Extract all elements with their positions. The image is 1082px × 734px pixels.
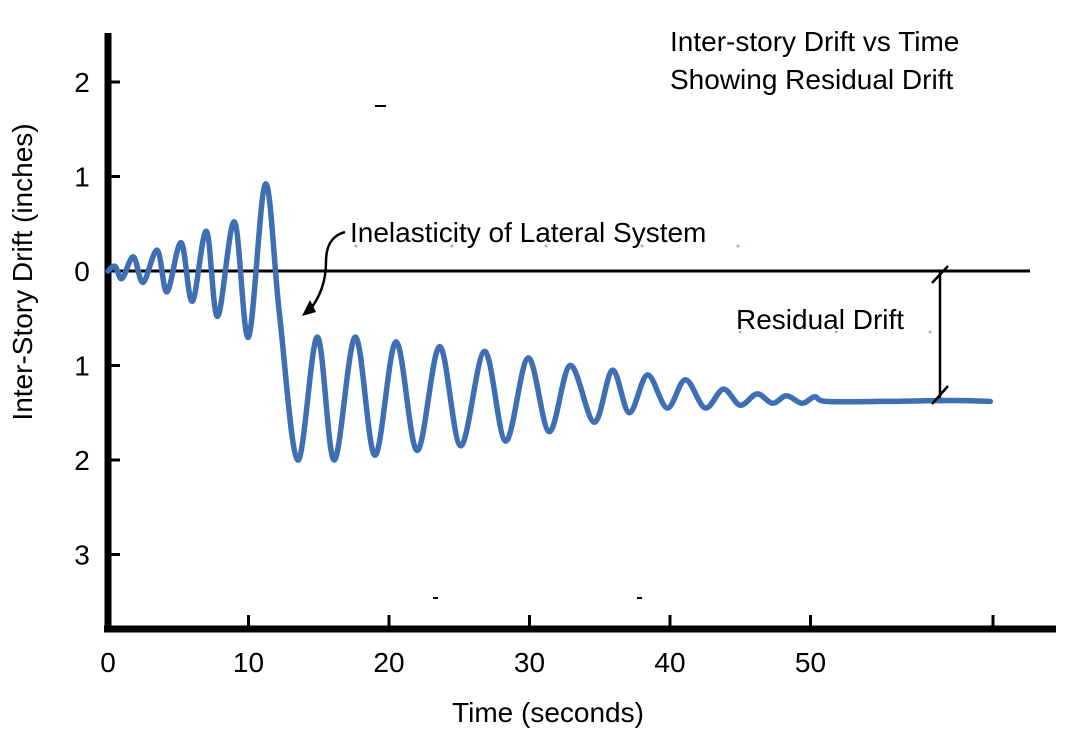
y-tick-label: 0 bbox=[74, 256, 90, 287]
x-tick-label: 40 bbox=[654, 647, 685, 678]
x-tick-label: 20 bbox=[373, 647, 404, 678]
inelasticity-arrowhead bbox=[302, 300, 316, 316]
annotation-residual-drift: Residual Drift bbox=[736, 304, 904, 335]
y-tick-label: 2 bbox=[74, 445, 90, 476]
stray-marks bbox=[375, 105, 642, 599]
y-ticks: 2 1 0 1 2 3 bbox=[74, 67, 120, 571]
annotation-inelasticity: Inelasticity of Lateral System bbox=[350, 217, 706, 248]
x-tick-label: 50 bbox=[795, 647, 826, 678]
residual-drift-tick-bottom bbox=[931, 385, 949, 405]
faint-guide-dots bbox=[354, 244, 932, 334]
chart-title-line-1: Inter-story Drift vs Time bbox=[670, 26, 959, 57]
x-tick-label: 30 bbox=[514, 647, 545, 678]
y-tick-label: 1 bbox=[74, 351, 90, 382]
y-axis-label: Inter-Story Drift (inches) bbox=[7, 123, 38, 420]
residual-drift-tick-top bbox=[931, 265, 949, 284]
y-tick-label: 2 bbox=[74, 67, 90, 98]
x-tick-label: 0 bbox=[100, 647, 116, 678]
y-tick-label: 1 bbox=[74, 162, 90, 193]
x-ticks: 0 10 20 30 40 50 bbox=[100, 615, 995, 678]
chart-title-line-2: Showing Residual Drift bbox=[670, 64, 953, 95]
series-line bbox=[105, 181, 994, 463]
x-tick-label: 10 bbox=[233, 647, 264, 678]
x-axis-label: Time (seconds) bbox=[452, 697, 644, 728]
y-tick-label: 3 bbox=[74, 540, 90, 571]
inelasticity-arrow bbox=[307, 230, 346, 313]
